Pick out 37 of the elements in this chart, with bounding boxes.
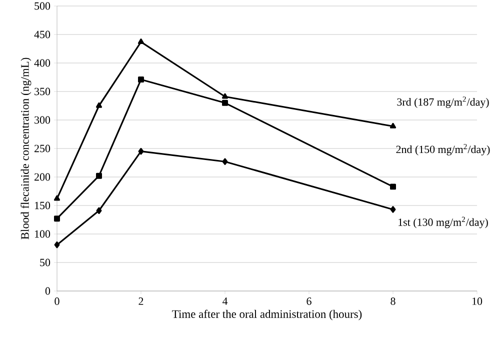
text: 2nd (150 mg/m$^{2}$/day) [396,144,490,156]
y-tick-label: 400 [34,59,50,67]
x-tick-label: 8 [390,298,396,305]
x-tick-label: 10 [472,298,482,305]
point [138,76,144,83]
y-tick-label: 200 [34,173,50,181]
y-tick-label: 100 [35,230,50,238]
point [138,38,144,44]
y-tick-label: 150 [35,202,50,210]
point [54,216,60,222]
x-tick-label: 0 [54,298,60,305]
y-tick-label: 350 [34,88,50,96]
y-tick-label: 50 [40,258,50,266]
y-axis-title: Blood flecainide concentration (ng/mL) [20,58,32,240]
point [222,100,228,106]
y-tick-label: 450 [34,30,50,38]
series-label: 1st (130 mg/m$^{2}$/day) [398,216,488,228]
x-axis-title: Time after the oral administration (hours) [172,310,362,320]
point [138,148,144,155]
series-label: 3rd (187 mg/m$^{2}$/day) [397,96,489,108]
point [96,207,102,214]
y-tick-label: 0 [45,287,50,295]
x-tick-label: 6 [306,298,312,305]
point [222,158,228,165]
y-tick-label: 250 [34,144,50,152]
x-tick-label: 4 [222,298,228,305]
point [390,206,396,213]
point [54,195,60,201]
point [96,172,102,179]
point [390,184,396,190]
x-tick-label: 2 [138,298,144,305]
point [390,122,396,128]
point [54,241,60,248]
point [96,102,102,108]
y-tick-label: 300 [34,116,50,124]
y-tick-label: 500 [34,2,50,10]
point [222,93,228,99]
